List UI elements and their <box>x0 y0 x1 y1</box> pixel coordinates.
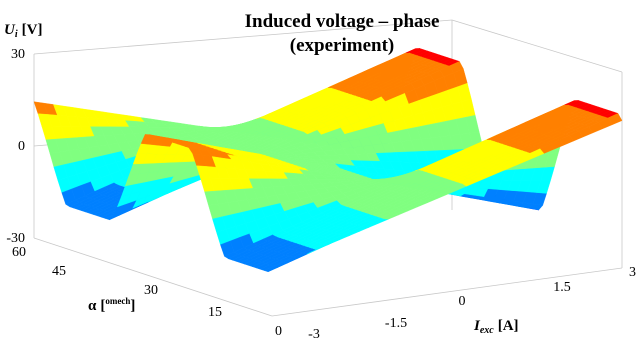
surface-patch <box>608 113 623 125</box>
x-tick-label: 0 <box>459 294 466 309</box>
x-tick-label: -3 <box>308 327 320 338</box>
z-axis-symbol: U <box>4 22 16 38</box>
y-axis-unit-open: [ <box>100 298 105 314</box>
x-tick-label: -1.5 <box>385 316 407 331</box>
z-axis-label: Ui [V] <box>4 22 42 40</box>
y-tick-label: 45 <box>52 264 66 279</box>
x-axis-symbol: I <box>473 318 481 334</box>
y-tick-label: 60 <box>12 245 26 260</box>
chart-title-line1: Induced voltage – phase <box>245 11 440 32</box>
z-tick-label: 0 <box>18 139 25 154</box>
y-axis-unit-close: ] <box>130 298 135 314</box>
chart-title-line2: (experiment) <box>290 35 394 56</box>
box-edge-top-back <box>33 19 453 55</box>
z-axis-unit: [V] <box>22 22 43 38</box>
box-edge-bottom-front <box>33 237 273 317</box>
z-ticks: 30 0 -30 <box>6 47 25 246</box>
y-axis-symbol: α <box>88 298 97 314</box>
x-tick-label: 1.5 <box>553 280 571 295</box>
x-ticks: -3 -1.5 0 1.5 3 <box>308 265 636 338</box>
z-tick-label: 30 <box>11 47 25 62</box>
z-tick-label: -30 <box>6 231 25 246</box>
y-tick-label: 30 <box>144 283 158 298</box>
y-ticks: 60 45 30 15 0 <box>12 245 282 338</box>
z-axis-subscript: i <box>15 29 18 40</box>
voltage-surface <box>33 48 623 273</box>
x-axis-label: Iexc [A] <box>473 318 519 336</box>
y-axis-superscript: omech <box>105 296 130 306</box>
y-tick-label: 15 <box>208 305 222 320</box>
x-axis-subscript: exc <box>480 325 494 336</box>
y-tick-label: 0 <box>275 324 282 338</box>
x-tick-label: 3 <box>629 265 636 280</box>
box-edge-top-right <box>451 19 623 73</box>
box-edge-bottom-right <box>271 267 623 317</box>
x-axis-unit: [A] <box>498 318 519 334</box>
y-axis-label: α [omech] <box>88 296 135 314</box>
